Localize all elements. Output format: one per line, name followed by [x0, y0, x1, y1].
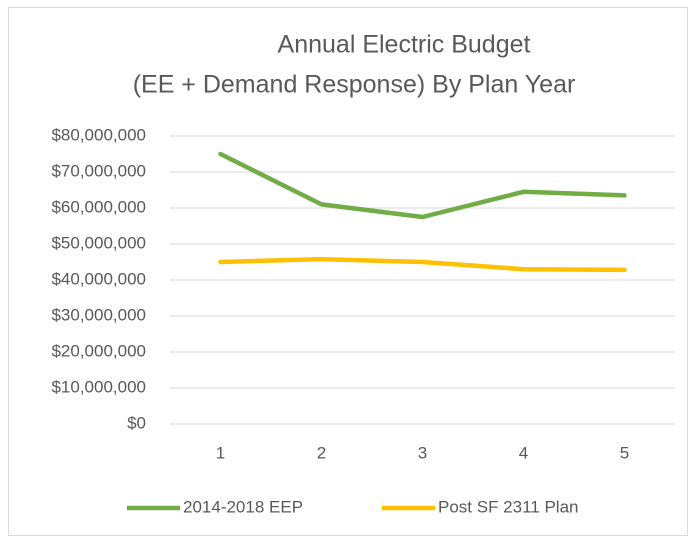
y-tick-label: $40,000,000: [51, 269, 146, 288]
chart-title: (EE + Demand Response) By Plan Year: [133, 71, 576, 99]
chart-title: Annual Electric Budget: [278, 31, 531, 59]
y-tick-label: $30,000,000: [51, 305, 146, 324]
x-tick-label: 1: [216, 443, 225, 462]
x-tick-label: 4: [519, 443, 528, 462]
legend-label: Post SF 2311 Plan: [438, 497, 579, 516]
y-tick-label: $10,000,000: [51, 377, 146, 396]
x-tick-label: 2: [317, 443, 326, 462]
x-tick-label: 5: [620, 443, 629, 462]
legend-label: 2014-2018 EEP: [183, 497, 303, 516]
y-tick-label: $20,000,000: [51, 341, 146, 360]
y-tick-label: $50,000,000: [51, 233, 146, 252]
y-tick-label: $80,000,000: [51, 125, 146, 144]
y-tick-label: $0: [127, 413, 146, 432]
y-tick-label: $70,000,000: [51, 161, 146, 180]
y-tick-label: $60,000,000: [51, 197, 146, 216]
x-tick-label: 3: [418, 443, 427, 462]
series-line: [218, 256, 627, 273]
series-line: [218, 151, 627, 220]
